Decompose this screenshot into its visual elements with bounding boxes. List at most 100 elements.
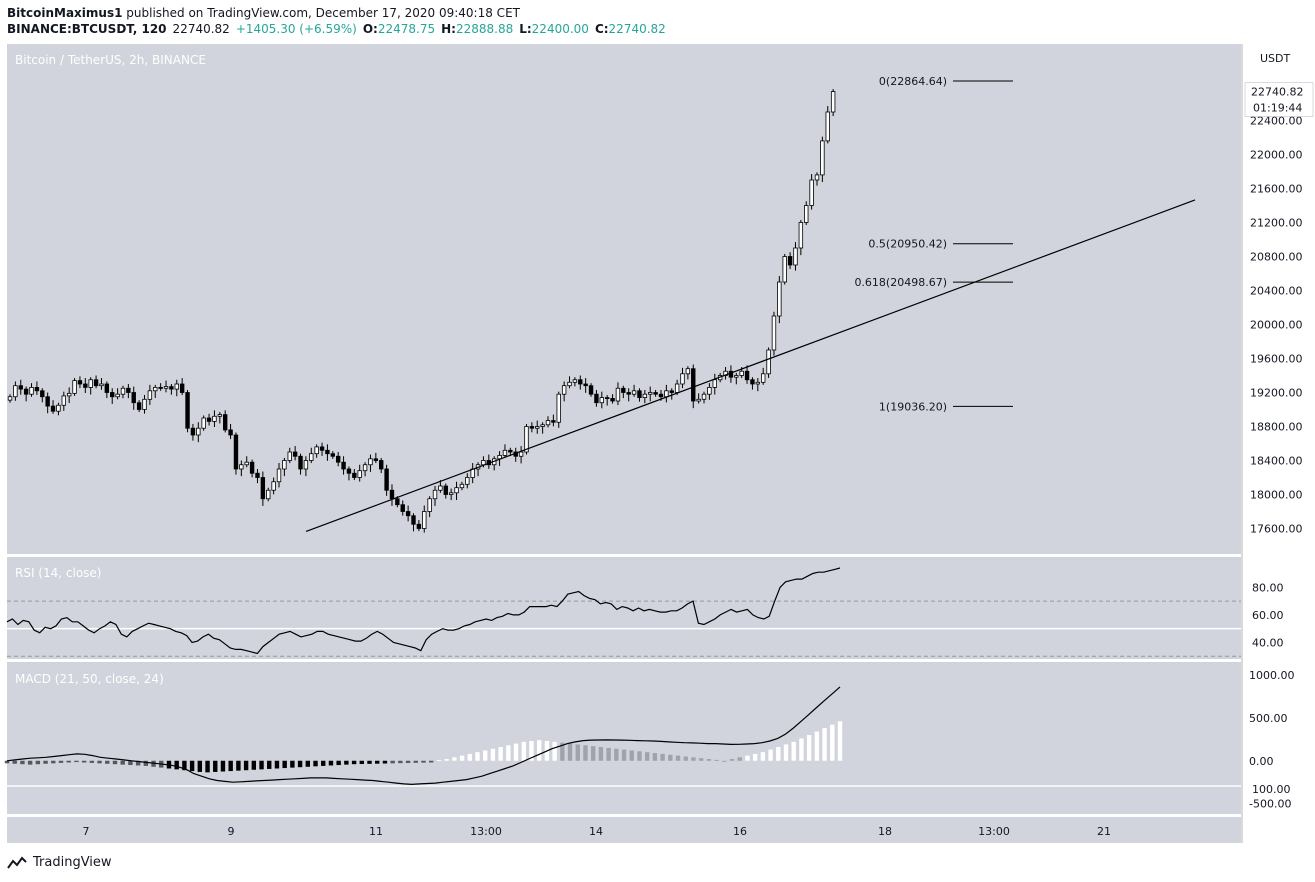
macd-histogram-bar — [112, 760, 118, 765]
macd-histogram-bar — [351, 760, 357, 765]
candle-up — [368, 458, 373, 466]
candle-up — [56, 404, 61, 412]
candle-up — [535, 426, 540, 429]
macd-histogram-bar — [436, 759, 442, 761]
candle-up — [771, 315, 777, 351]
macd-histogram-bar — [421, 760, 426, 763]
candle-up — [196, 427, 201, 436]
candle-up — [825, 111, 830, 142]
time-axis-bg — [7, 817, 1241, 843]
trendline — [305, 199, 1196, 533]
candle-down — [750, 379, 755, 385]
price-tick-label: 22000.00 — [1250, 149, 1303, 162]
author-name[interactable]: BitcoinMaximus1 — [7, 6, 123, 20]
macd-histogram-bar — [43, 760, 48, 764]
candle-down — [179, 383, 185, 393]
macd-histogram-bar — [74, 760, 79, 763]
macd-histogram-bar — [783, 744, 789, 761]
macd-histogram-bar — [498, 747, 503, 761]
macd-histogram-bar — [467, 753, 472, 761]
macd-histogram-bar — [220, 760, 226, 772]
candle-down — [228, 429, 233, 436]
candle-up — [239, 464, 244, 470]
macd-histogram-bar — [452, 757, 457, 761]
price-tick-label: 18800.00 — [1250, 421, 1303, 434]
price-tick-label: 20000.00 — [1250, 319, 1303, 332]
macd-histogram-bar — [398, 760, 403, 764]
candle-up — [174, 383, 179, 390]
candle-down — [341, 461, 346, 470]
candle-up — [362, 464, 368, 472]
candle-down — [77, 380, 83, 385]
candle-up — [432, 489, 438, 500]
candle-up — [820, 140, 825, 176]
macd-histogram-bar — [799, 738, 804, 761]
candle-down — [34, 386, 40, 392]
candle-up — [814, 174, 820, 181]
candle-up — [524, 426, 529, 453]
close-label: C: — [594, 22, 609, 36]
currency-label: USDT — [1260, 52, 1291, 65]
candle-up — [561, 385, 567, 395]
candle-up — [314, 446, 319, 455]
macd-histogram-bar — [313, 760, 318, 767]
candle-up — [481, 460, 486, 466]
macd-histogram-bar — [359, 760, 364, 765]
candle-up — [599, 397, 604, 404]
candle-down — [319, 446, 325, 451]
macd-histogram-bar — [251, 760, 257, 770]
low-label: L: — [519, 22, 532, 36]
macd-histogram-bar — [621, 749, 627, 761]
macd-histogram-bar — [189, 760, 195, 772]
rsi-pane-bg — [7, 557, 1241, 659]
publish-info: BitcoinMaximus1 published on TradingView… — [7, 6, 520, 20]
candle-down — [249, 461, 255, 474]
candle-up — [545, 420, 551, 426]
candle-down — [411, 515, 416, 525]
macd-histogram-bar — [143, 760, 149, 766]
candle-up — [782, 256, 787, 283]
macd-histogram-bar — [490, 748, 496, 761]
macd-histogram-bar — [336, 760, 341, 766]
candle-down — [669, 390, 674, 393]
time-tick-label: 13:00 — [978, 825, 1010, 838]
macd-histogram-bar — [297, 760, 303, 768]
candle-down — [395, 498, 400, 506]
candle-down — [583, 383, 588, 387]
candle-down — [610, 398, 615, 402]
chart-title: Bitcoin / TetherUS, 2h, BINANCE — [15, 53, 206, 67]
macd-histogram-bar — [51, 760, 56, 764]
price-pane-bg — [7, 44, 1241, 554]
candle-up — [798, 222, 804, 249]
price-tick-label: 21600.00 — [1250, 183, 1303, 196]
candle-up — [739, 370, 744, 376]
candle-up — [120, 387, 126, 395]
candle-down — [621, 387, 626, 393]
macd-histogram-bar — [822, 728, 827, 761]
price-tick-label: 21200.00 — [1250, 217, 1303, 230]
candle-up — [567, 381, 572, 387]
publish-text: published on TradingView.com, December 1… — [122, 6, 520, 20]
macd-histogram-bar — [81, 760, 87, 763]
candle-up — [357, 470, 362, 478]
candle-down — [352, 472, 357, 478]
candle-up — [309, 453, 314, 461]
macd-line — [6, 686, 841, 786]
candle-up — [707, 386, 712, 395]
macd-histogram-bar — [328, 760, 334, 766]
close-value: 22740.82 — [608, 22, 666, 36]
macd-histogram-bar — [405, 760, 411, 763]
last-price: 22740.82 — [172, 22, 230, 36]
price-tick-label: 18000.00 — [1250, 489, 1303, 502]
macd-histogram-bar — [236, 760, 241, 771]
macd-histogram-bar — [282, 760, 287, 769]
footer-brand: TradingView — [7, 855, 112, 870]
candle-down — [400, 504, 405, 512]
candle-up — [830, 91, 836, 113]
candle-up — [422, 511, 427, 529]
rsi-tick-label: 80.00 — [1252, 581, 1284, 594]
candle-down — [23, 388, 29, 395]
fib-level-label: 0.618(20498.67) — [854, 276, 947, 289]
high-value: 22888.88 — [455, 22, 514, 36]
